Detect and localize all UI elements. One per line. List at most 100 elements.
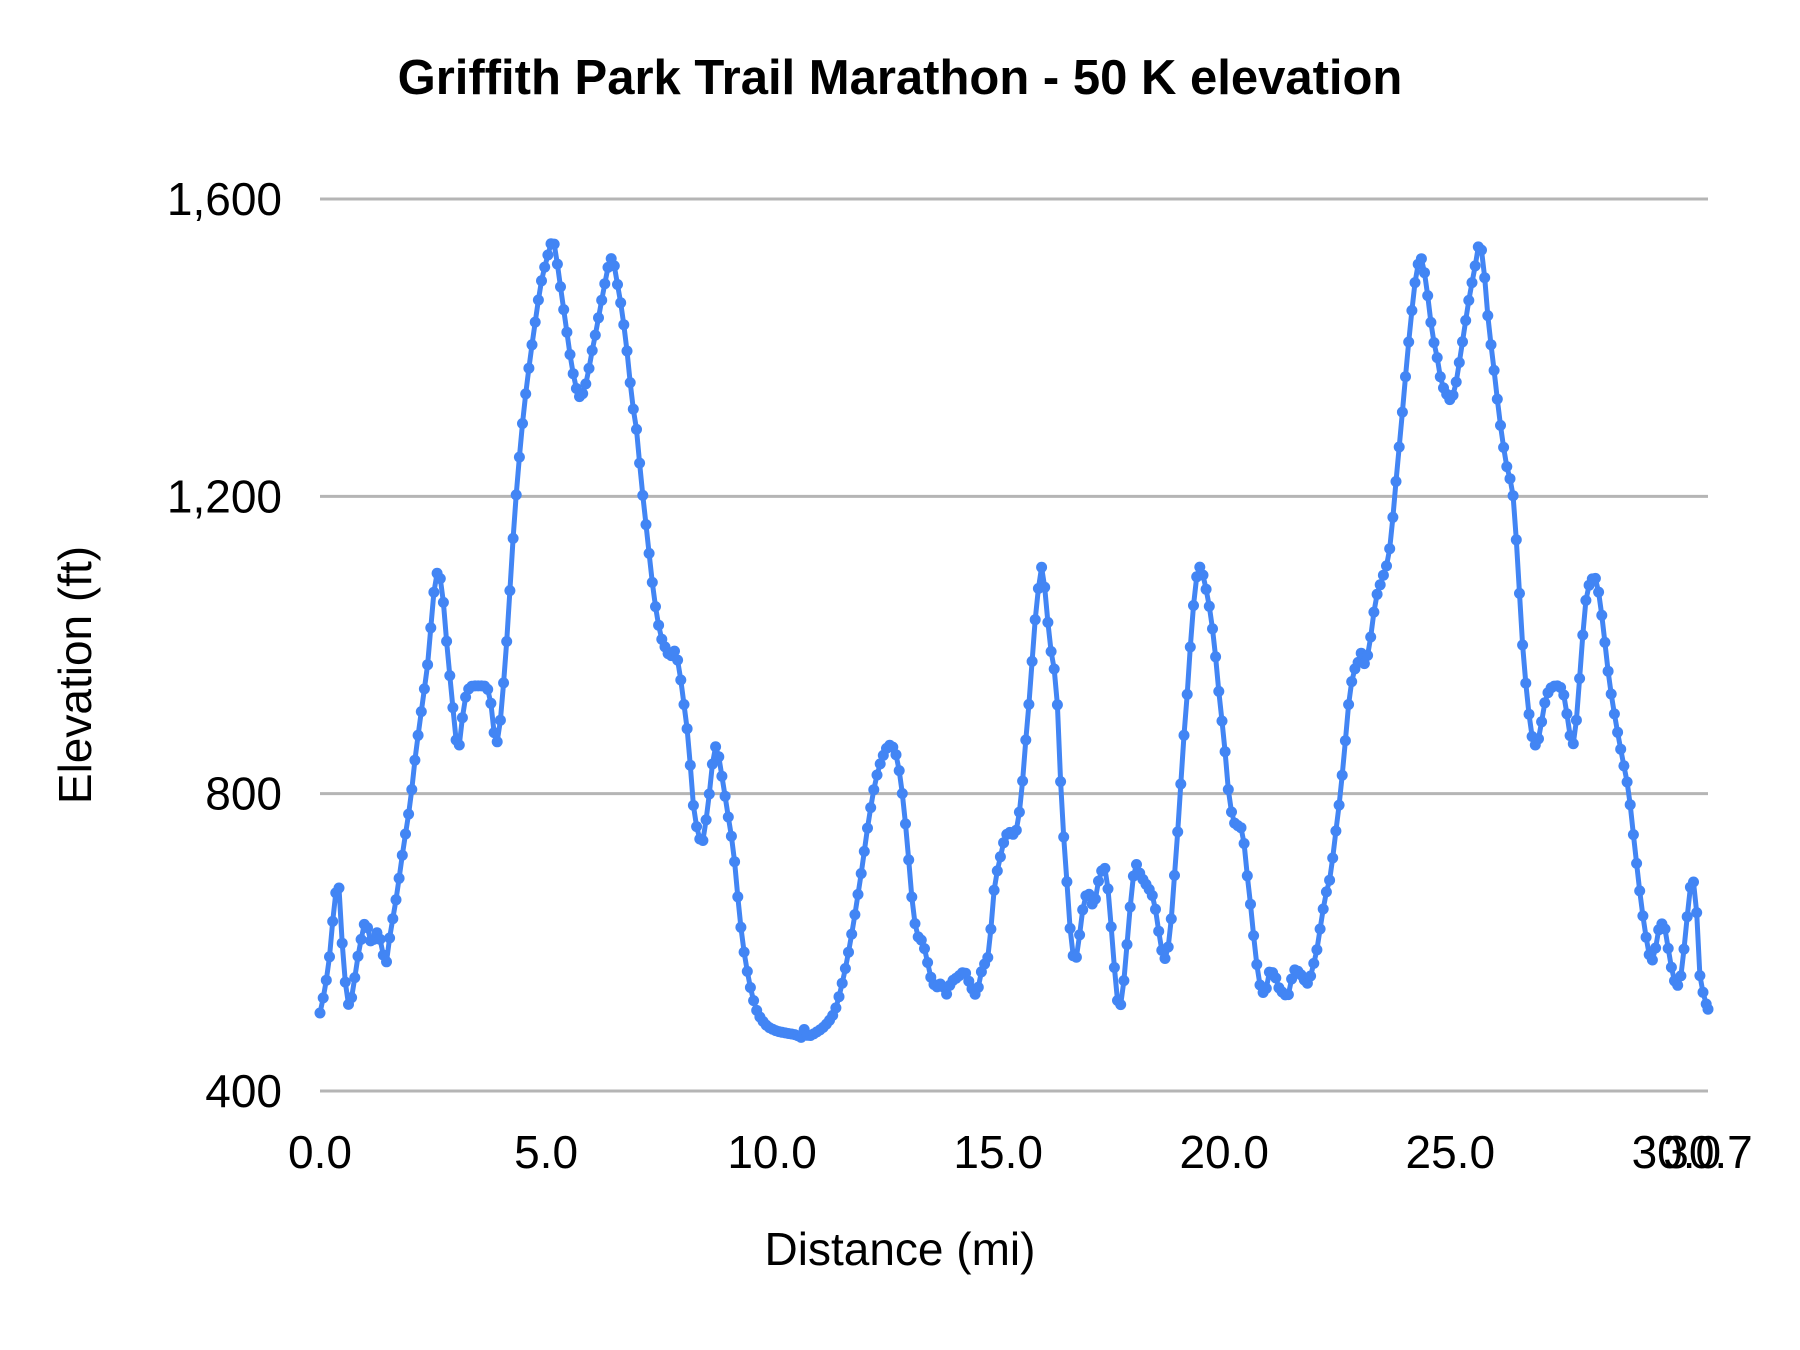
data-point-marker <box>1023 698 1035 710</box>
data-point-marker <box>453 739 465 751</box>
data-point-marker <box>539 261 551 273</box>
data-point-marker <box>1064 922 1076 934</box>
data-point-marker <box>1533 733 1544 745</box>
data-point-marker <box>1333 799 1345 811</box>
data-point-marker <box>900 818 911 830</box>
data-point-marker <box>1631 857 1643 869</box>
data-point-marker <box>425 622 437 634</box>
data-point-marker <box>1055 776 1067 788</box>
data-point-marker <box>1026 655 1038 667</box>
data-point-marker <box>1108 962 1120 973</box>
data-point-marker <box>532 294 544 306</box>
data-point-marker <box>1339 735 1351 747</box>
data-point-marker <box>1124 901 1136 913</box>
data-point-marker <box>1621 776 1633 788</box>
data-point-marker <box>1308 957 1320 969</box>
data-point-marker <box>1634 885 1646 897</box>
data-point-marker <box>488 727 500 739</box>
data-point-marker <box>972 981 984 993</box>
data-point-marker <box>1422 290 1434 302</box>
data-point-marker <box>1672 979 1684 991</box>
data-point-marker <box>1479 272 1491 284</box>
x-axis-title: Distance (mi) <box>764 1223 1036 1275</box>
data-point-marker <box>618 319 630 331</box>
data-point-marker <box>1374 579 1386 591</box>
y-tick-label: 800 <box>205 768 282 820</box>
data-point-marker <box>589 329 601 341</box>
data-point-marker <box>1523 708 1535 720</box>
data-point-marker <box>1510 534 1522 546</box>
data-point-marker <box>409 754 421 766</box>
data-point-marker <box>1248 930 1260 942</box>
data-point-marker <box>437 596 449 608</box>
y-tick-label: 1,600 <box>167 173 282 225</box>
data-point-marker <box>1200 583 1212 595</box>
data-point-marker <box>1343 699 1355 710</box>
data-point-marker <box>1131 859 1142 870</box>
data-point-marker <box>1311 944 1323 956</box>
data-point-marker <box>536 275 547 287</box>
data-point-marker <box>387 913 399 925</box>
data-point-marker <box>327 915 339 927</box>
data-point-marker <box>868 784 880 796</box>
data-point-marker <box>1567 738 1579 750</box>
data-point-marker <box>1146 890 1158 901</box>
data-point-marker <box>684 759 696 771</box>
data-point-marker <box>1159 953 1171 964</box>
data-point-marker <box>725 830 737 842</box>
data-point-marker <box>1460 315 1472 326</box>
data-point-marker <box>1175 778 1187 790</box>
data-point-marker <box>1665 961 1677 973</box>
data-point-marker <box>1482 310 1494 322</box>
data-point-marker <box>653 619 665 631</box>
data-point-marker <box>593 312 604 324</box>
data-point-marker <box>1017 775 1029 787</box>
data-point-marker <box>839 963 851 974</box>
data-point-marker <box>982 952 994 963</box>
data-point-marker <box>1409 277 1421 289</box>
data-point-marker <box>324 951 335 963</box>
data-point-marker <box>893 765 905 777</box>
data-point-marker <box>333 882 345 894</box>
data-point-marker <box>640 519 652 531</box>
data-point-marker <box>1162 941 1174 953</box>
data-point-marker <box>732 891 744 903</box>
data-point-marker <box>577 388 589 400</box>
data-point-marker <box>706 758 718 770</box>
data-point-marker <box>1612 726 1624 738</box>
data-point-marker <box>650 601 661 613</box>
data-point-marker <box>1640 931 1652 943</box>
data-point-marker <box>1365 631 1377 643</box>
data-point-marker <box>1514 587 1525 599</box>
data-point-marker <box>1387 511 1399 523</box>
data-point-marker <box>1504 473 1516 485</box>
data-point-marker <box>991 865 1003 877</box>
data-point-marker <box>719 790 731 802</box>
data-point-marker <box>1400 371 1411 383</box>
data-point-marker <box>741 965 753 977</box>
data-point-marker <box>1463 294 1475 306</box>
data-point-marker <box>1260 982 1272 994</box>
data-point-marker <box>542 249 554 261</box>
data-point-marker <box>384 932 396 944</box>
data-point-marker <box>903 854 915 866</box>
data-point-marker <box>1270 972 1282 984</box>
x-tick-label: 5.0 <box>514 1126 578 1178</box>
data-point-marker <box>1419 267 1430 279</box>
data-point-marker <box>1305 970 1317 982</box>
data-point-marker <box>1476 244 1487 256</box>
data-point-marker <box>551 258 563 270</box>
data-point-marker <box>561 326 573 338</box>
data-point-marker <box>548 238 560 250</box>
data-point-marker <box>1618 760 1630 772</box>
data-point-marker <box>1393 441 1405 453</box>
data-point-marker <box>1102 883 1114 895</box>
data-point-marker <box>1314 923 1326 935</box>
data-point-marker <box>836 977 848 989</box>
data-point-marker <box>1561 708 1573 720</box>
data-point-marker <box>672 654 684 666</box>
data-point-marker <box>444 670 456 682</box>
data-point-marker <box>1577 629 1589 641</box>
data-point-marker <box>1105 921 1117 933</box>
data-point-marker <box>339 976 351 988</box>
